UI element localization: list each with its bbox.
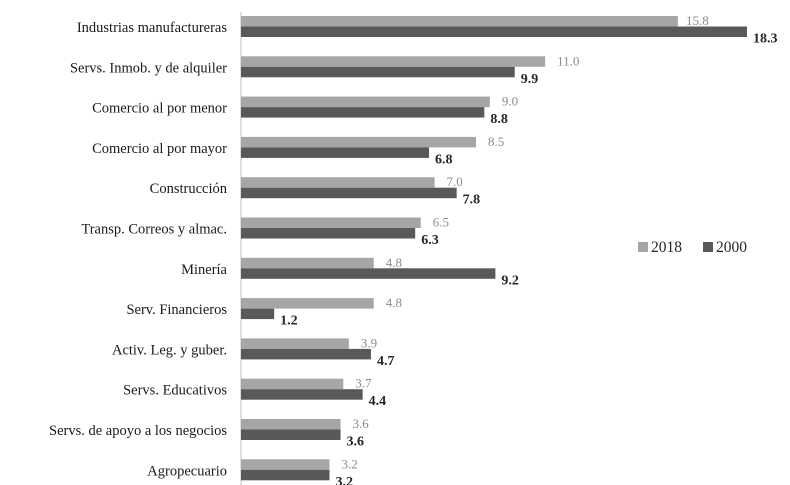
data-label-2018-comercio-al-por-menor: 9.0 (502, 94, 518, 109)
bar-2018-servs-educativos (241, 378, 344, 390)
data-label-2000-transp-correos-y-almac: 6.3 (421, 233, 439, 248)
data-label-2000-servs-inmob-y-de-alquiler: 9.9 (521, 72, 539, 87)
legend-label-2000: 2000 (716, 239, 747, 256)
category-label-comercio-al-por-menor: Comercio al por menor (92, 101, 227, 117)
bar-2018-servs-de-apoyo-a-los-negocios (241, 419, 341, 430)
legend-label-2018: 2018 (651, 239, 682, 256)
data-label-2018-mineria: 4.8 (386, 255, 402, 270)
bar-2000-comercio-al-por-menor (241, 107, 485, 118)
data-label-2018-servs-inmob-y-de-alquiler: 11.0 (557, 53, 579, 68)
bar-2018-construccion (241, 177, 435, 188)
data-label-2018-servs-de-apoyo-a-los-negocios: 3.6 (353, 416, 370, 431)
category-label-comercio-al-por-mayor: Comercio al por mayor (92, 141, 227, 157)
bar-2000-construccion (241, 187, 457, 199)
legend-swatch-2018 (638, 242, 648, 252)
bar-2018-agropecuario (241, 459, 330, 470)
bar-2018-comercio-al-por-mayor (241, 136, 477, 148)
category-label-mineria: Minería (181, 262, 227, 278)
category-label-serv-financieros: Serv. Financieros (126, 302, 227, 318)
data-label-2018-construccion: 7.0 (447, 174, 463, 189)
bar-2018-activ-leg-y-guber (241, 338, 349, 349)
category-label-construccion: Construcción (150, 181, 228, 197)
data-label-2018-agropecuario: 3.2 (341, 456, 357, 471)
bar-2000-servs-educativos (241, 389, 363, 400)
bar-2018-servs-inmob-y-de-alquiler (241, 56, 546, 67)
data-label-2000-servs-de-apoyo-a-los-negocios: 3.6 (347, 435, 365, 450)
bar-2000-industrias-manufactureras (241, 26, 747, 37)
bar-2018-serv-financieros (241, 298, 374, 309)
bar-2018-industrias-manufactureras (241, 16, 678, 27)
category-label-activ-leg-y-guber: Activ. Leg. y guber. (112, 342, 227, 358)
data-label-2018-transp-correos-y-almac: 6.5 (433, 215, 449, 230)
bar-2000-activ-leg-y-guber (241, 348, 371, 360)
data-labels: 15.8 18.3 11.0 9.99.0 8.8 8.5 6.8 7.07.8 6.5 6.3 4… (280, 13, 777, 485)
bars (241, 16, 747, 481)
category-label-servs-inmob-y-de-alquiler: Servs. Inmob. y de alquiler (70, 60, 227, 76)
bar-2018-comercio-al-por-menor (241, 96, 490, 108)
bar-2000-serv-financieros (241, 308, 275, 320)
data-label-2000-serv-financieros: 1.2 (280, 314, 298, 329)
data-label-2000-activ-leg-y-guber: 4.7 (377, 354, 395, 369)
data-label-2018-comercio-al-por-mayor: 8.5 (488, 134, 504, 149)
bar-2018-transp-correos-y-almac (241, 217, 421, 228)
data-label-2000-servs-educativos: 4.4 (369, 394, 387, 409)
legend-swatch-2000 (703, 242, 713, 252)
data-label-2000-construccion: 7.8 (463, 193, 481, 208)
data-label-2000-comercio-al-por-menor: 8.8 (490, 112, 508, 127)
data-label-2000-mineria: 9.2 (501, 273, 519, 288)
category-label-transp-correos-y-almac: Transp. Correos y almac. (81, 222, 227, 238)
bar-2018-mineria (241, 257, 374, 269)
data-label-2000-industrias-manufactureras: 18.3 (753, 32, 778, 47)
bar-2000-servs-de-apoyo-a-los-negocios (241, 429, 341, 440)
bar-2000-comercio-al-por-mayor (241, 147, 430, 158)
data-label-2018-servs-educativos: 3.7 (355, 376, 372, 391)
category-label-agropecuario: Agropecuario (147, 463, 227, 479)
data-label-2018-activ-leg-y-guber: 3.9 (361, 335, 377, 350)
data-label-2018-serv-financieros: 4.8 (386, 295, 402, 310)
data-label-2018-industrias-manufactureras: 15.8 (686, 13, 709, 28)
bar-2000-mineria (241, 268, 496, 279)
legend: 2018 2000 (638, 239, 747, 256)
category-label-servs-educativos: Servs. Educativos (123, 383, 227, 399)
category-label-servs-de-apoyo-a-los-negocios: Servs. de apoyo a los negocios (49, 423, 227, 439)
data-label-2000-agropecuario: 3.2 (335, 475, 353, 485)
bar-2000-agropecuario (241, 469, 330, 481)
data-label-2000-comercio-al-por-mayor: 6.8 (435, 152, 453, 167)
category-label-industrias-manufactureras: Industrias manufactureras (77, 20, 228, 36)
bar-2000-transp-correos-y-almac (241, 228, 416, 239)
category-labels: Industrias manufactureras Servs. Inmob. y… (49, 20, 228, 479)
bar-2000-servs-inmob-y-de-alquiler (241, 66, 515, 78)
